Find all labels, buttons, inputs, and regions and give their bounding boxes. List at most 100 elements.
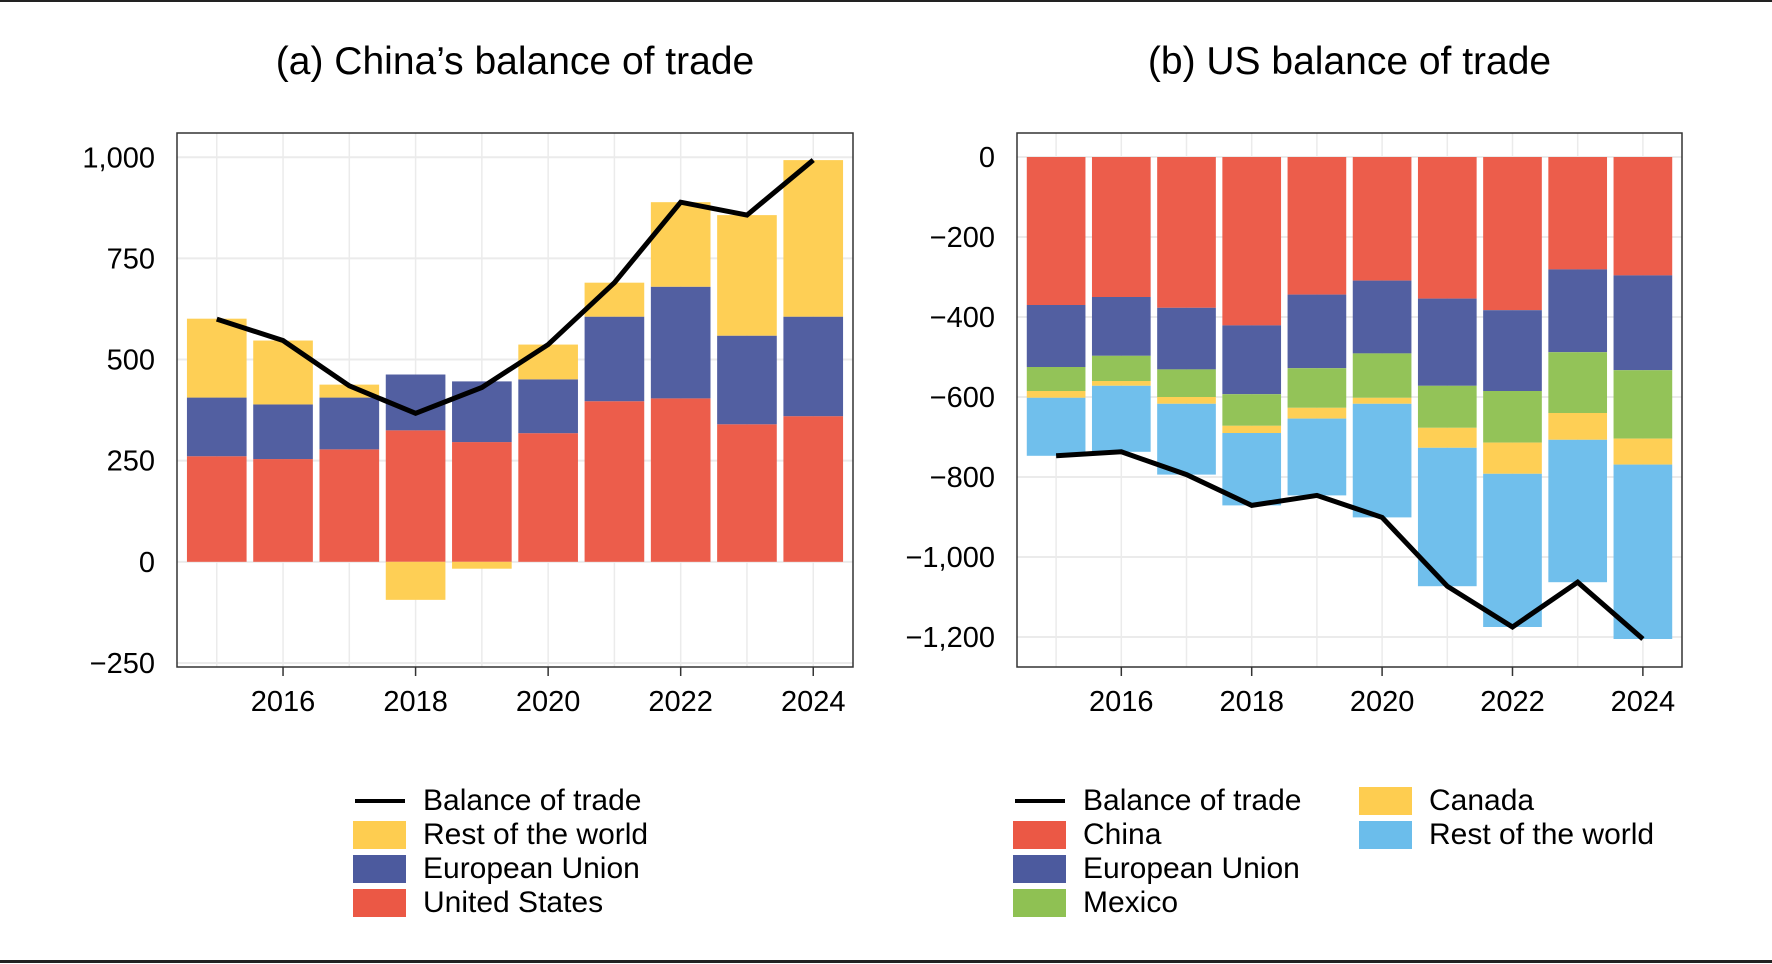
chart-b-ytick-label: −800 [930, 462, 995, 494]
chart-b-xtick-label: 2022 [1480, 686, 1545, 718]
chart-a-bar-united-states-2019 [452, 442, 512, 562]
chart-a-bar-european-union-2019 [452, 381, 512, 443]
chart-a-bar-united-states-2017 [319, 449, 380, 562]
chart-b-title: (b) US balance of trade [1147, 40, 1552, 83]
legend-line-balance [355, 799, 405, 803]
chart-b-balance-line [1055, 449, 1645, 641]
chart-a-xtick-label: 2024 [781, 686, 846, 718]
chart-b-xtick-label: 2020 [1350, 686, 1415, 718]
legend-label: Rest of the world [1429, 818, 1655, 851]
chart-b-bar-european-union-2021 [1417, 298, 1477, 386]
chart-b-bar-mexico-2017 [1157, 369, 1216, 397]
chart-b-bar-rest-of-the-world-2020 [1352, 403, 1412, 518]
chart-b-bar-china-2023 [1548, 157, 1608, 270]
legend-swatch-rest-of-world [353, 821, 406, 849]
chart-b-bar-china-2018 [1222, 157, 1282, 326]
chart-b-bar-european-union-2024 [1613, 275, 1673, 371]
chart-a-bar-european-union-2024 [783, 316, 844, 417]
chart-b-bar-mexico-2023 [1548, 352, 1608, 413]
legend-swatch-european-union [1013, 855, 1066, 883]
chart-a-bar-united-states-2021 [584, 401, 645, 562]
chart-a-xtick-label: 2016 [251, 686, 316, 718]
chart-b-bar-european-union-2018 [1222, 325, 1282, 395]
chart-a-bar-rest-of-the-world-2020 [518, 344, 578, 380]
chart-b-ytick-label: −1,000 [905, 542, 995, 574]
chart-a-xtick-label: 2018 [383, 686, 448, 718]
chart-b-bar-canada-2017 [1157, 397, 1216, 404]
chart-a-xtick-label: 2020 [516, 686, 581, 718]
chart-b-bar-china-2015 [1026, 157, 1086, 305]
legend-label: Mexico [1083, 886, 1179, 919]
chart-b-bar-china-2017 [1157, 157, 1216, 308]
chart-a-bar-rest-of-the-world-2022 [650, 202, 711, 287]
chart-b-bar-rest-of-the-world-2023 [1548, 439, 1608, 583]
chart-b-bar-china-2021 [1417, 157, 1477, 299]
chart-b-bar-mexico-2021 [1417, 385, 1477, 428]
legend-label: Balance of trade [1083, 784, 1302, 817]
chart-b-bar-china-2016 [1091, 157, 1151, 297]
chart-b-bar-canada-2019 [1287, 407, 1347, 419]
chart-a-bar-rest-of-the-world-2024 [783, 160, 844, 317]
chart-b-ytick-label: −200 [930, 222, 995, 254]
chart-b-bar-rest-of-the-world-2019 [1287, 418, 1347, 496]
chart-a-bar-european-union-2023 [717, 335, 777, 425]
chart-b-xtick-label: 2016 [1089, 686, 1154, 718]
chart-b-bar-canada-2015 [1026, 391, 1086, 398]
figure-top-border [0, 0, 1772, 2]
chart-b-bar-china-2019 [1287, 157, 1347, 295]
chart-a-ytick-label: 500 [107, 345, 155, 377]
chart-b-ytick-label: −1,200 [905, 622, 995, 654]
chart-b-bar-china-2022 [1483, 157, 1542, 311]
legend-swatch-european-union [353, 855, 406, 883]
chart-a-bar-united-states-2016 [253, 459, 313, 562]
chart-b-bar-european-union-2022 [1483, 310, 1542, 391]
chart-b-bar-mexico-2018 [1222, 394, 1282, 426]
chart-b-bar-mexico-2015 [1026, 367, 1086, 391]
legend-swatch-china [1013, 821, 1066, 849]
legend-label: Rest of the world [423, 818, 649, 851]
chart-a-bar-european-union-2015 [186, 397, 247, 457]
chart-b-bar-rest-of-the-world-2017 [1157, 403, 1216, 475]
chart-b-bar-mexico-2020 [1352, 353, 1412, 398]
chart-b-panel-border [1016, 132, 1683, 668]
chart-b-bar-canada-2020 [1352, 397, 1412, 404]
legend-swatch-canada [1359, 787, 1412, 815]
legend-label: United States [423, 886, 604, 919]
legend-swatch-rest-of-world [1359, 821, 1412, 849]
chart-a-bar-european-union-2017 [319, 397, 380, 450]
chart-a-bar-united-states-2020 [518, 433, 578, 562]
chart-b-ytick-label: −600 [930, 382, 995, 414]
chart-a-bar-rest-of-the-world-2016 [253, 340, 313, 405]
chart-b-ytick-label: 0 [979, 142, 995, 174]
figure-bottom-border [0, 960, 1772, 963]
chart-a-ytick-label: 1,000 [82, 142, 155, 174]
chart-b-bar-mexico-2024 [1613, 370, 1673, 439]
chart-b-bar-rest-of-the-world-2016 [1091, 385, 1151, 452]
legend-swatch-united-states [353, 889, 406, 917]
chart-a-bar-european-union-2016 [253, 404, 313, 460]
legend-label: European Union [423, 852, 640, 885]
chart-b-bar-european-union-2017 [1157, 307, 1216, 370]
chart-a-bar-united-states-2024 [783, 416, 844, 562]
chart-b-bar-mexico-2022 [1483, 391, 1542, 443]
chart-b-bar-rest-of-the-world-2024 [1613, 464, 1673, 639]
chart-a-bar-rest-of-the-world-2019 [452, 561, 512, 569]
chart-a-bar-united-states-2018 [385, 430, 446, 562]
chart-a-bar-european-union-2021 [584, 316, 645, 402]
chart-a-ytick-label: 0 [139, 547, 155, 579]
chart-b-bar-european-union-2016 [1091, 297, 1151, 356]
chart-b-bar-mexico-2016 [1091, 355, 1151, 381]
chart-a-ytick-label: 250 [107, 446, 155, 478]
chart-a-bar-european-union-2020 [518, 379, 578, 434]
chart-a-bar-united-states-2023 [717, 424, 777, 562]
legend-line-balance [1015, 799, 1065, 803]
chart-b-bar-china-2020 [1352, 157, 1412, 281]
chart-a-bar-united-states-2015 [186, 456, 247, 562]
chart-b-bar-canada-2024 [1613, 438, 1673, 465]
chart-b-bar-european-union-2015 [1026, 305, 1086, 367]
chart-a-xtick-label: 2022 [648, 686, 713, 718]
chart-b-bar-mexico-2019 [1287, 368, 1347, 408]
chart-b-bar-european-union-2019 [1287, 294, 1347, 369]
chart-b-xtick-label: 2018 [1219, 686, 1284, 718]
